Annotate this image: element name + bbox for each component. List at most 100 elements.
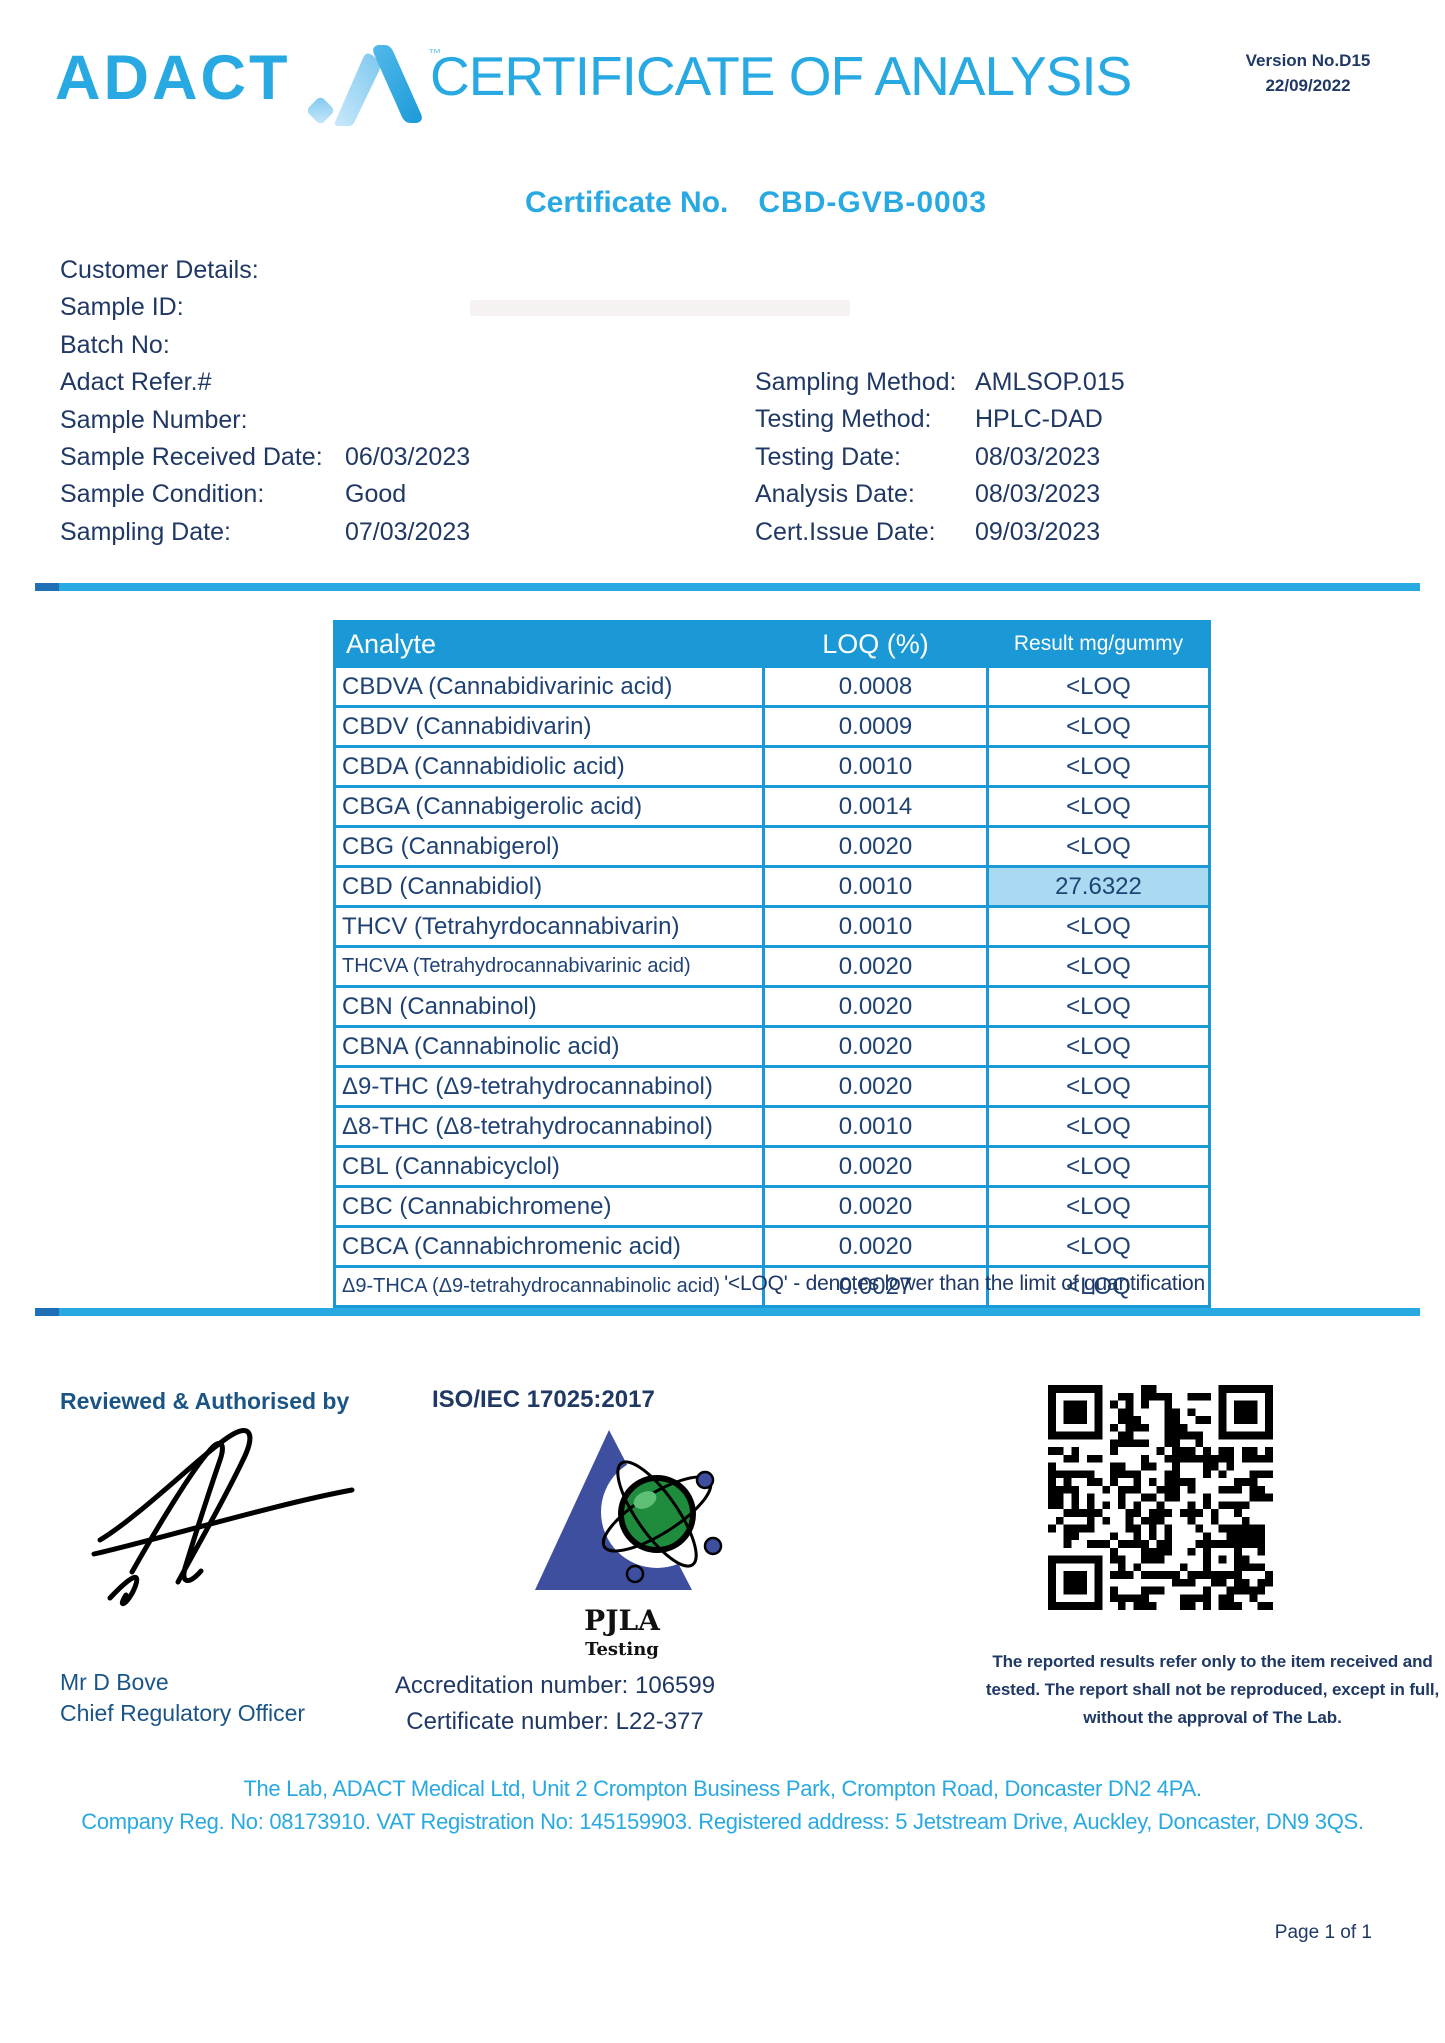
table-row: CBN (Cannabinol) 0.0020 <LOQ xyxy=(333,985,1211,1028)
analyte-name-cell: CBGA (Cannabigerolic acid) xyxy=(333,785,765,828)
result-value-cell: <LOQ xyxy=(986,905,1211,948)
version-date: 22/09/2022 xyxy=(1265,76,1351,95)
accreditation-number: Accreditation number: 106599 xyxy=(394,1672,716,1699)
table-row: CBDVA (Cannabidivarinic acid) 0.0008 <LOQ xyxy=(333,665,1211,708)
detail-row: Adact Refer.# xyxy=(60,364,470,401)
result-value-cell: 27.6322 xyxy=(986,865,1211,908)
detail-row: Testing Method: HPLC-DAD xyxy=(755,401,1125,438)
analyte-results-table: Analyte LOQ (%) Result mg/gummy CBDVA (C… xyxy=(333,620,1211,1308)
loq-value-cell: 0.0008 xyxy=(762,665,989,708)
analyte-name-cell: CBC (Cannabichromene) xyxy=(333,1185,765,1228)
certificate-number-line: Certificate No. CBD-GVB-0003 xyxy=(525,186,987,220)
page-number: Page 1 of 1 xyxy=(1274,1922,1372,1943)
detail-row: Customer Details: xyxy=(60,252,470,289)
analyte-name-cell: CBG (Cannabigerol) xyxy=(333,825,765,868)
detail-row: Sampling Method: AMLSOP.015 xyxy=(755,364,1125,401)
analyte-name-cell: CBN (Cannabinol) xyxy=(333,985,765,1028)
result-value-cell: <LOQ xyxy=(986,665,1211,708)
result-value-cell: <LOQ xyxy=(986,1265,1211,1308)
loq-value-cell: 0.0014 xyxy=(762,785,989,828)
loq-value-cell: 0.0010 xyxy=(762,745,989,788)
detail-label: Testing Date: xyxy=(755,442,901,471)
analyte-name-cell: Δ9-THCA (Δ9-tetrahydrocannabinolic acid) xyxy=(333,1265,765,1308)
signer-title: Chief Regulatory Officer xyxy=(60,1700,306,1726)
adact-logo-text: ADACT xyxy=(55,43,291,113)
detail-row: Sampling Date: 07/03/2023 xyxy=(60,514,470,551)
redacted-value xyxy=(470,300,850,316)
loq-value-cell: 0.0010 xyxy=(762,1105,989,1148)
reviewed-by-label: Reviewed & Authorised by xyxy=(60,1388,350,1414)
detail-value: 09/03/2023 xyxy=(975,517,1101,546)
column-header-result: Result mg/gummy xyxy=(986,620,1211,668)
result-value-cell: <LOQ xyxy=(986,745,1211,788)
analyte-name-cell: CBDA (Cannabidiolic acid) xyxy=(333,745,765,788)
detail-row: Analysis Date: 08/03/2023 xyxy=(755,476,1125,513)
header: ADACT ™ xyxy=(55,40,441,131)
table-row: CBD (Cannabidiol) 0.0010 27.6322 xyxy=(333,865,1211,908)
page-title: CERTIFICATE OF ANALYSIS xyxy=(430,45,1132,107)
signer-name: Mr D Bove xyxy=(60,1669,169,1695)
adact-logo-icon xyxy=(308,44,426,131)
loq-value-cell: 0.0020 xyxy=(762,825,989,868)
loq-value-cell: 0.0009 xyxy=(762,705,989,748)
certificate-number-footer: Certificate number: L22-377 xyxy=(406,1708,704,1735)
loq-value-cell: 0.0020 xyxy=(762,1185,989,1228)
detail-value: 08/03/2023 xyxy=(975,480,1101,509)
certificate-number-label: Certificate No. xyxy=(525,186,729,219)
result-value-cell: <LOQ xyxy=(986,825,1211,868)
detail-label: Customer Details: xyxy=(60,256,259,284)
version-number: Version No.D15 xyxy=(1245,51,1371,70)
result-value-cell: <LOQ xyxy=(986,985,1211,1028)
detail-value: 06/03/2023 xyxy=(345,443,471,472)
loq-value-cell: 0.0020 xyxy=(762,985,989,1028)
loq-value-cell: 0.0020 xyxy=(762,1145,989,1188)
loq-value-cell: 0.0020 xyxy=(762,1025,989,1068)
loq-value-cell: 0.0020 xyxy=(762,945,989,988)
detail-label: Batch No: xyxy=(60,330,170,359)
detail-row: Testing Date: 08/03/2023 xyxy=(755,439,1125,476)
analyte-name-cell: CBD (Cannabidiol) xyxy=(333,865,765,908)
detail-row: Sample Received Date: 06/03/2023 xyxy=(60,439,470,476)
table-row: CBC (Cannabichromene) 0.0020 <LOQ xyxy=(333,1185,1211,1228)
table-row: THCVA (Tetrahydrocannabivarinic acid) 0.0… xyxy=(333,945,1211,988)
result-value-cell: <LOQ xyxy=(986,945,1211,988)
result-value-cell: <LOQ xyxy=(986,1025,1211,1068)
table-header-row: Analyte LOQ (%) Result mg/gummy xyxy=(333,620,1211,668)
table-row: CBL (Cannabicyclol) 0.0020 <LOQ xyxy=(333,1145,1211,1188)
version-info: Version No.D15 22/09/2022 xyxy=(1228,48,1388,98)
detail-value: Good xyxy=(345,480,407,509)
signature-image xyxy=(80,1420,370,1615)
detail-row: Cert.Issue Date: 09/03/2023 xyxy=(755,514,1125,551)
detail-value: AMLSOP.015 xyxy=(975,368,1125,396)
detail-label: Sample ID: xyxy=(60,293,184,322)
certificate-number-value: CBD-GVB-0003 xyxy=(758,186,988,219)
table-row: CBDA (Cannabidiolic acid) 0.0010 <LOQ xyxy=(333,745,1211,788)
table-row: CBNA (Cannabinolic acid) 0.0020 <LOQ xyxy=(333,1025,1211,1068)
table-row: CBCA (Cannabichromenic acid) 0.0020 <LOQ xyxy=(333,1225,1211,1268)
results-disclaimer: The reported results refer only to the i… xyxy=(985,1652,1440,1727)
table-row: CBG (Cannabigerol) 0.0020 <LOQ xyxy=(333,825,1211,868)
analyte-name-cell: CBNA (Cannabinolic acid) xyxy=(333,1025,765,1068)
accreditation-block: Accreditation number: 106599 Certificate… xyxy=(330,1668,780,1740)
analyte-name-cell: THCVA (Tetrahydrocannabivarinic acid) xyxy=(333,945,765,988)
detail-row: Sample Condition: Good xyxy=(60,476,470,513)
detail-row: Batch No: xyxy=(60,327,470,364)
detail-label: Testing Method: xyxy=(755,405,932,434)
detail-label: Sample Number: xyxy=(60,405,248,434)
analyte-name-cell: Δ8-THC (Δ8-tetrahydrocannabinol) xyxy=(333,1105,765,1148)
loq-value-cell: 0.0027 xyxy=(762,1265,989,1308)
detail-label: Adact Refer.# xyxy=(60,368,212,397)
table-row: Δ8-THC (Δ8-tetrahydrocannabinol) 0.0010 <L… xyxy=(333,1105,1211,1148)
sample-details-left: Customer Details: Sample ID: Batch No: Adac… xyxy=(60,252,470,551)
table-row: Δ9-THC (Δ9-tetrahydrocannabinol) 0.0020 <L… xyxy=(333,1065,1211,1108)
result-value-cell: <LOQ xyxy=(986,1105,1211,1148)
divider-top xyxy=(35,583,1420,591)
analyte-name-cell: CBDV (Cannabidivarin) xyxy=(333,705,765,748)
pjla-name: PJLA xyxy=(584,1604,660,1637)
loq-value-cell: 0.0020 xyxy=(762,1065,989,1108)
analyte-name-cell: Δ9-THC (Δ9-tetrahydrocannabinol) xyxy=(333,1065,765,1108)
loq-value-cell: 0.0020 xyxy=(762,1225,989,1268)
table-row: THCV (Tetrahyrdocannabivarin) 0.0010 <LOQ xyxy=(333,905,1211,948)
column-header-analyte: Analyte xyxy=(333,620,765,668)
